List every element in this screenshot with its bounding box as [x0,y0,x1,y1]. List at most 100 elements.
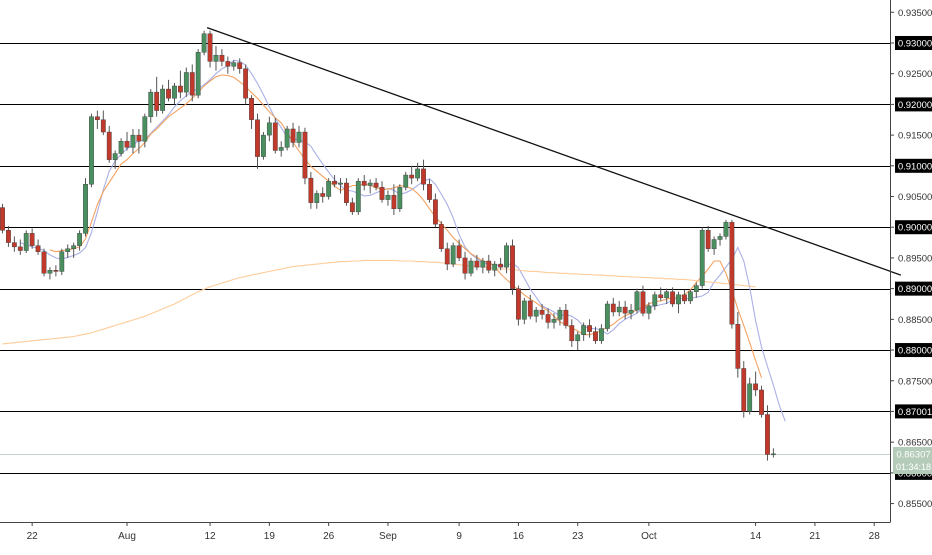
candle-body [545,314,551,323]
date-tick-label: Aug [118,531,136,542]
candle-body [705,230,711,249]
date-tick-label: 12 [204,531,216,542]
candle-body [581,325,587,335]
price-tick-label: 0.85500 [898,499,932,510]
candle-body [261,134,266,157]
candle-body [527,300,533,317]
candle-body [367,182,373,186]
candle-body [77,233,82,246]
candle-body [432,199,438,225]
candle-body [41,251,47,274]
candle-body [450,245,456,265]
candle-body [338,182,343,185]
candle-body [640,291,646,314]
candle-body [47,270,53,274]
candle-body [498,263,504,268]
candle-body [296,131,302,143]
candle-body [569,325,575,342]
candle-body [504,245,509,268]
candle-body [355,180,361,213]
candle-body [231,62,237,67]
candle-body [741,368,747,412]
candle-body [676,294,681,305]
candle-body [415,168,420,179]
price-label-box [895,404,932,419]
candle-body [278,147,284,151]
price-tick-label: 0.87500 [898,376,932,387]
candle-body [628,309,634,314]
candle-body [516,288,521,320]
price-tick-label: 0.91000 [898,161,932,172]
candle-body [0,207,5,231]
candle-body [604,303,610,329]
date-tick-label: 19 [264,531,276,542]
candle-body [409,174,415,179]
date-tick-label: 26 [323,531,335,542]
candle-body [462,257,468,274]
candle-body [480,260,486,268]
candle-body [17,246,23,251]
candle-body [391,195,397,210]
candle-body [533,309,539,317]
candle-body [332,180,337,185]
candle-body [379,187,385,200]
price-label-box [895,158,932,173]
candle-body [664,291,670,299]
candle-body [729,222,735,325]
price-label-box [895,343,932,358]
candle-body [646,305,652,314]
price-label-box [895,281,932,296]
date-tick-label: 23 [572,531,584,542]
moving-average-line-2 [49,74,763,378]
candle-body [622,306,628,314]
date-tick-label: 28 [869,531,881,542]
candle-body [124,141,130,148]
candle-body [682,294,687,302]
date-tick-label: 9 [456,531,462,542]
candle-body [142,116,148,142]
candle-body [575,334,581,342]
countdown-label: 01:34:18 [896,462,931,472]
candle-body [308,177,314,203]
candle-body [456,245,462,259]
price-tick-label: 0.90000 [898,223,932,234]
candle-body [539,309,545,315]
candle-body [35,245,41,252]
candle-body [65,248,71,252]
candle-body [249,98,254,120]
candle-body [551,319,557,323]
candle-body [118,141,124,154]
candle-body [29,233,35,246]
date-tick-label: 16 [513,531,525,542]
candle-body [693,285,699,292]
price-tick-label: 0.93000 [898,38,932,49]
candle-body [403,174,409,188]
date-tick-label: Oct [641,531,657,542]
candle-body [237,62,243,69]
price-tick-label: 0.88500 [898,315,932,326]
candle-body [587,325,592,332]
candle-body [765,414,770,455]
candle-body [599,328,604,342]
current-price-badge [893,447,932,475]
candle-body [148,91,154,117]
candle-body [349,202,355,213]
candle-body [771,453,776,456]
candle-body [717,236,723,240]
candle-body [593,331,598,342]
price-tick-label: 0.93500 [898,8,932,19]
candle-body [219,55,225,62]
candle-body [385,195,391,200]
price-tick-label: 0.92500 [898,69,932,80]
candle-body [195,52,201,96]
candle-body [444,248,450,265]
candle-body [207,33,213,62]
price-label-box [895,35,932,50]
candle-body [557,309,563,320]
candle-body [521,300,527,320]
candle-body [255,119,260,157]
candle-body [326,180,332,197]
price-tick-label: 0.88000 [898,346,932,357]
candle-body [266,122,272,136]
